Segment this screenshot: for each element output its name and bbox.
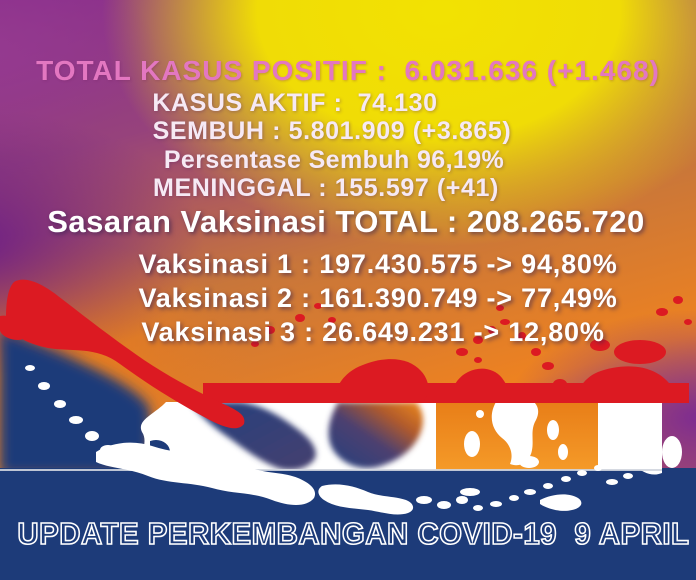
white-islands [25,365,633,515]
stat-kasus-aktif: KASUS AKTIF : 74.130 [152,89,438,117]
horizon-line [0,469,662,471]
sumatra-island [6,279,245,429]
stat-sasaran-vaksinasi: Sasaran Vaksinasi TOTAL : 208.265.720 [47,204,645,239]
sea-left [0,330,150,475]
aceh-corner-islet [0,315,28,340]
flag-red-band [203,383,689,403]
stat-total-kasus-positif: TOTAL KASUS POSITIF : 6.031.636 (+1.468) [36,55,660,86]
red-islands [0,279,692,429]
stat-vaksinasi-1: Vaksinasi 1 : 197.430.575 -> 94,80% [138,249,618,279]
stat-meninggal: MENINGGAL : 155.597 (+41) [153,174,499,202]
sulawesi-island-group [464,402,568,468]
papua-island [598,397,682,475]
stat-sembuh: SEMBUH : 5.801.909 (+3.865) [152,117,512,145]
footer-title: UPDATE PERKEMBANGAN COVID-19 9 APRIL 202… [17,515,696,552]
stat-vaksinasi-3: Vaksinasi 3 : 26.649.231 -> 12,80% [141,317,605,347]
stat-persentase-sembuh: Persentase Sembuh 96,19% [163,146,505,174]
kalimantan-island [328,402,423,469]
stat-vaksinasi-2: Vaksinasi 2 : 161.390.749 -> 77,49% [138,283,618,313]
